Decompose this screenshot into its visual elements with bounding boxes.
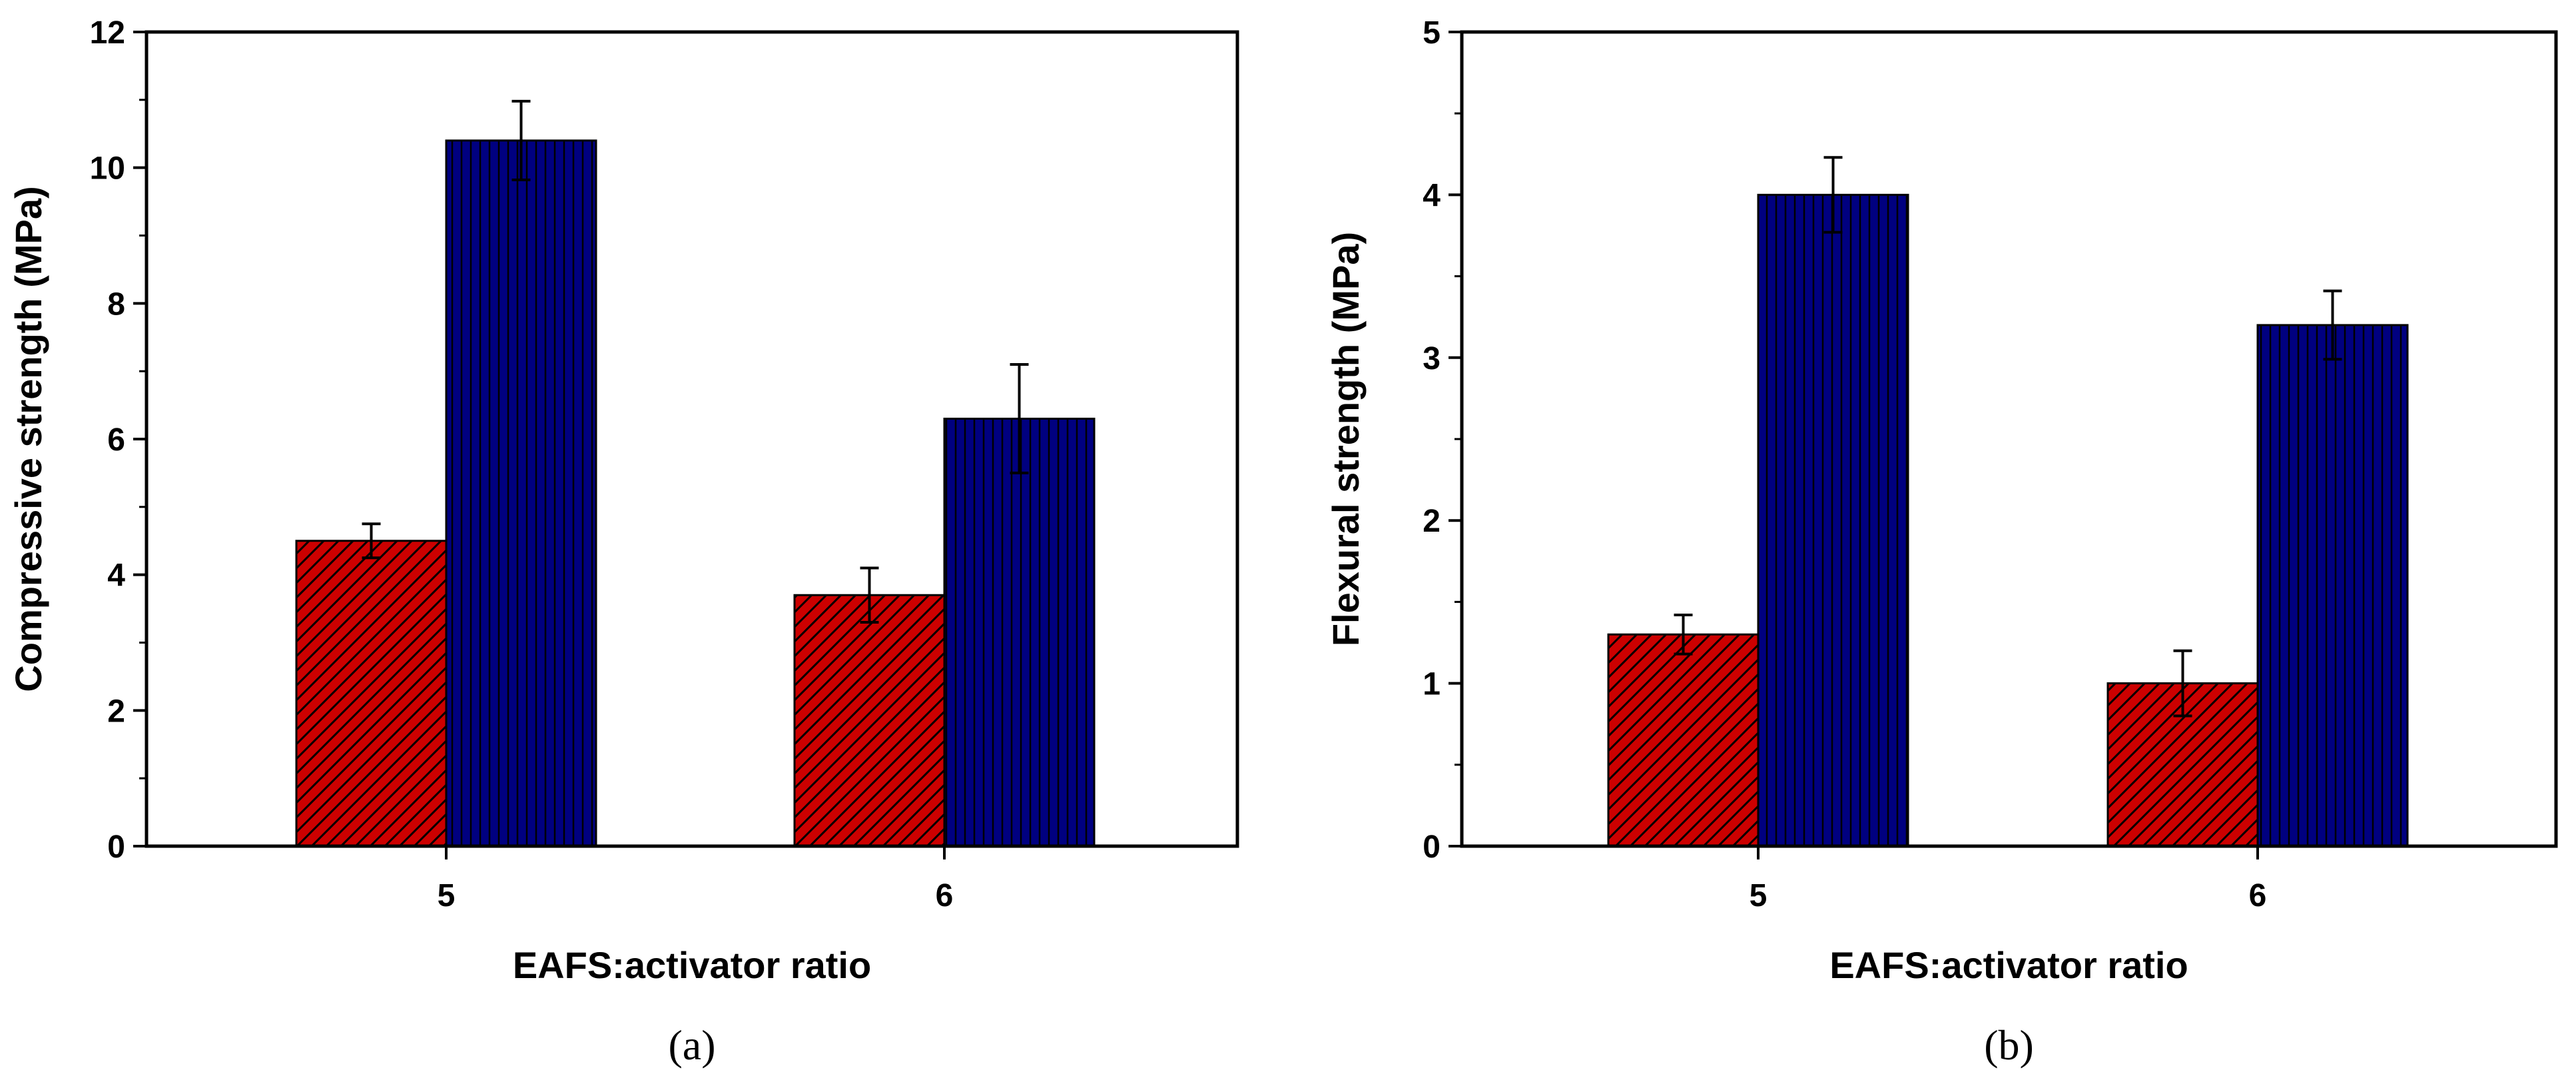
error-bar-series-2-5 (511, 99, 531, 181)
error-bar-series-1-5 (1674, 613, 1693, 656)
x-tick-label: 6 (936, 878, 954, 913)
bar-series-2-5 (1757, 193, 1909, 847)
bar-series-2-6 (2256, 324, 2409, 847)
bars (1607, 193, 2409, 847)
bars (295, 139, 1096, 847)
y-axis: 0 2 4 6 8 10 12 (90, 15, 147, 865)
y-tick-label: 4 (107, 558, 125, 594)
y-tick-label: 8 (107, 286, 125, 322)
y-tick-label: 10 (90, 151, 125, 187)
y-axis: 0 1 2 3 4 5 (1423, 15, 1462, 865)
error-bar-series-2-6 (2323, 289, 2342, 361)
x-tick-label: 5 (1750, 878, 1768, 913)
error-bar-series-2-5 (1823, 156, 1843, 234)
x-tick-label: 5 (438, 878, 456, 913)
y-tick-label: 2 (107, 694, 125, 729)
y-axis-title: Flexural strength (MPa) (1325, 232, 1367, 646)
y-tick-label: 4 (1423, 178, 1441, 213)
x-axis-title: EAFS:activator ratio (513, 944, 871, 986)
x-axis-title: EAFS:activator ratio (1829, 944, 2188, 986)
bar-series-1-6 (793, 594, 946, 847)
y-tick-label: 2 (1423, 504, 1441, 539)
panel-label: (a) (668, 1021, 715, 1069)
bar-series-2-5 (445, 139, 597, 847)
y-tick-label: 0 (1423, 829, 1441, 865)
error-bar-series-1-6 (860, 566, 879, 624)
error-bar-series-2-6 (1010, 362, 1029, 474)
y-tick-label: 12 (90, 15, 125, 51)
x-tick-label: 6 (2249, 878, 2267, 913)
panel-label: (b) (1984, 1021, 2034, 1069)
y-axis-title: Compressive strength (MPa) (7, 186, 49, 692)
error-bar-series-1-6 (2173, 649, 2192, 718)
error-bar-series-1-5 (362, 522, 381, 560)
y-tick-label: 5 (1423, 15, 1441, 51)
error-bars (1674, 156, 2342, 718)
bar-series-2-6 (943, 417, 1096, 847)
y-tick-label: 1 (1423, 667, 1441, 702)
y-tick-label: 6 (107, 422, 125, 458)
error-bars (362, 99, 1029, 624)
y-tick-label: 0 (107, 829, 125, 865)
bar-series-1-5 (1607, 633, 1760, 847)
bar-series-1-5 (295, 540, 448, 847)
y-tick-label: 3 (1423, 341, 1441, 376)
